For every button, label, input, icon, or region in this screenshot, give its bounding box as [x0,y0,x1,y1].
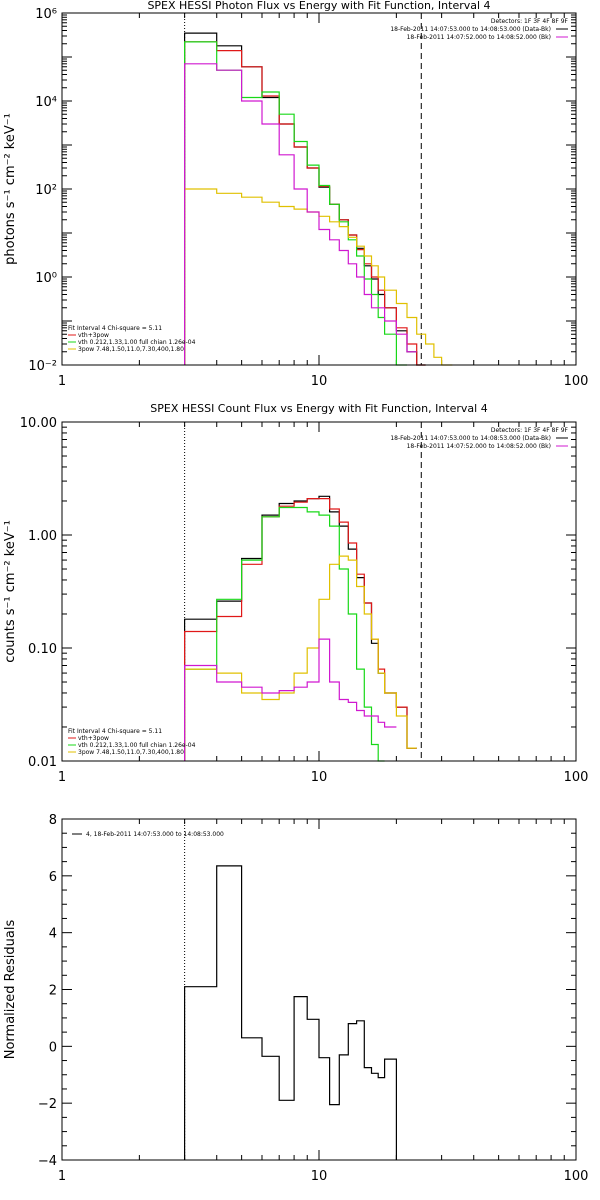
y-tick-label: 10⁴ [35,95,57,110]
x-tick-label: 1 [58,770,66,785]
x-tick-label: 100 [564,770,589,785]
series-line-data [184,495,417,761]
series-power [184,188,453,366]
y-tick-label: −4 [38,1154,57,1169]
y-tick-label: −2 [38,1097,57,1112]
y-tick-label: 8 [49,813,57,828]
series-line-background [184,638,397,761]
legend-entry: Fit Interval 4 Chi-square = 5.11 [68,325,162,332]
legend-entry: vth+3pow [78,735,109,742]
panel-3: 1 10 100 −4 −2 0 2 4 6 8 Normalized Residuals 4, 18… [3,813,588,1184]
x-tick-label: 100 [564,1169,589,1184]
y-tick-label: 2 [49,984,57,999]
y-tick-label: 4 [49,927,57,942]
series-data [184,865,397,1160]
plot-frame [61,421,577,762]
x-tick-label: 10 [311,374,328,389]
y-axis-label: counts s⁻¹ cm⁻² keV⁻¹ [3,520,18,663]
y-axis-label: photons s⁻¹ cm⁻² keV⁻¹ [3,113,18,265]
y-tick-label: 0.01 [28,755,57,770]
time-range-label: 18-Feb-2011 14:07:52.000 to 14:08:52.000… [407,443,551,450]
series-line-thermal [184,41,407,366]
series-total [184,41,426,366]
x-tick-label: 10 [311,770,328,785]
series-background [184,63,417,365]
time-range-label: 18-Feb-2011 14:07:53.000 to 14:08:53.000… [390,26,551,33]
series-background [184,638,397,761]
y-tick-label: 10² [35,183,57,198]
legend-entry: 3pow 7.48,1.50,11.0,7.30,400,1.80 [78,749,184,756]
series-line-power [184,188,453,366]
y-axis-label: Normalized Residuals [3,920,18,1060]
series-total [184,498,417,761]
series-power [184,555,417,761]
time-range-label: 18-Feb-2011 14:07:52.000 to 14:08:52.000… [407,34,551,41]
series-line-data [184,32,426,366]
series-data [184,32,426,366]
plot-frame [61,12,577,366]
y-tick-label: 10⁻² [28,359,57,374]
series-line-power [184,555,417,761]
y-tick-label: 6 [49,870,57,885]
series-line-data [184,865,397,1160]
series-line-background [184,63,417,365]
chart-title: SPEX HESSI Photon Flux vs Energy with Fi… [147,0,490,12]
x-tick-label: 100 [564,374,589,389]
x-tick-label: 1 [58,374,66,389]
legend-entry: 3pow 7.48,1.50,11.0,7.30,400,1.80 [78,346,184,353]
y-tick-label: 1.00 [28,529,57,544]
series-data [184,495,417,761]
time-range-label: 18-Feb-2011 14:07:53.000 to 14:08:53.000… [390,435,551,442]
legend-entry: 4, 18-Feb-2011 14:07:53.000 to 14:08:53.… [86,831,224,838]
x-tick-label: 1 [58,1169,66,1184]
y-tick-label: 10.00 [20,416,57,431]
plot-frame [61,818,577,1161]
legend-entry: vth 0.212,1.33,1.00 full chian 1.26e-04 [78,339,196,346]
series-line-total [184,41,426,366]
series-thermal [184,41,407,366]
series-line-thermal [184,506,385,762]
series-thermal [184,506,385,762]
series-line-total [184,498,417,761]
y-tick-label: 10⁰ [35,271,57,286]
panel-2: SPEX HESSI Count Flux vs Energy with Fit… [3,402,588,785]
chart-title: SPEX HESSI Count Flux vs Energy with Fit… [150,402,487,415]
legend-entry: vth+3pow [78,332,109,339]
panel-1: SPEX HESSI Photon Flux vs Energy with Fi… [3,0,588,389]
detectors-label: Detectors: 1F 3F 4F 8F 9F [491,427,569,434]
y-tick-label: 0.10 [28,642,57,657]
detectors-label: Detectors: 1F 3F 4F 8F 9F [491,18,569,25]
legend-entry: Fit Interval 4 Chi-square = 5.11 [68,728,162,735]
x-tick-label: 10 [311,1169,328,1184]
y-tick-label: 10⁶ [35,7,57,22]
y-tick-label: 0 [49,1040,57,1055]
legend-entry: vth 0.212,1.33,1.00 full chian 1.26e-04 [78,742,196,749]
